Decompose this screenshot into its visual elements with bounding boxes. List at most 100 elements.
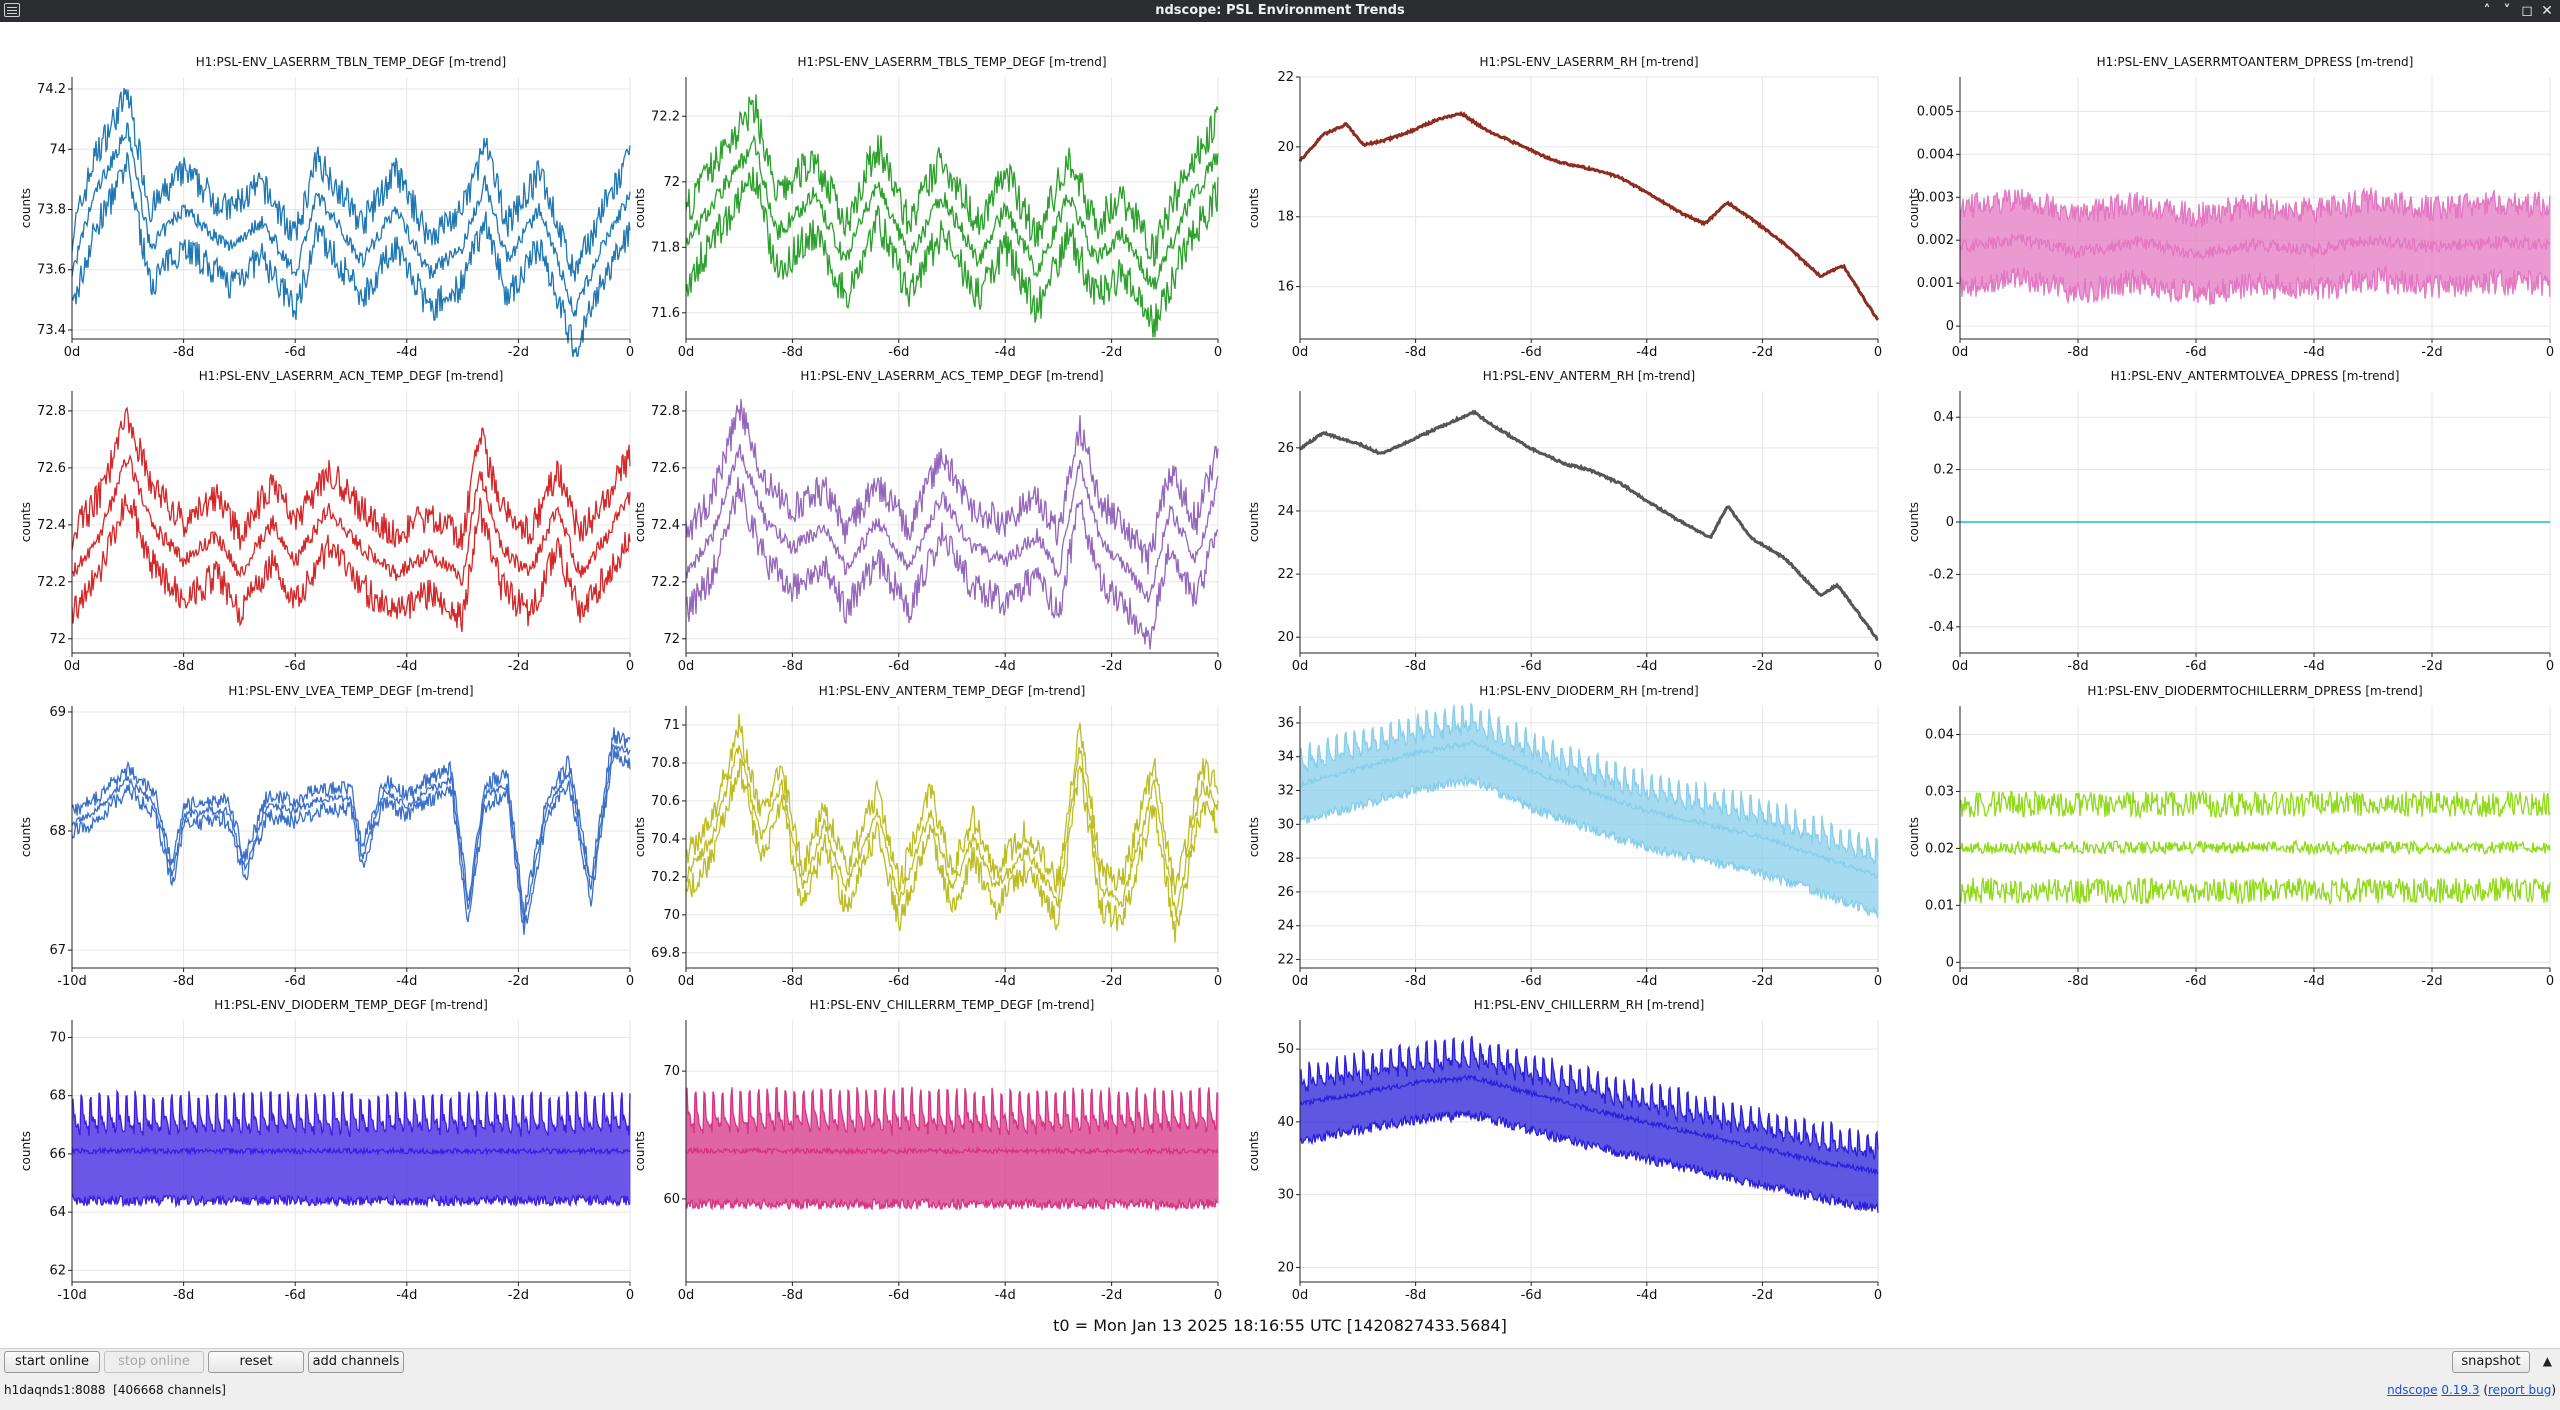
y-tick-label: 0 bbox=[1946, 955, 1954, 970]
shade-icon[interactable]: ˄ bbox=[2483, 3, 2491, 19]
x-tick-label: 0 bbox=[1214, 1288, 1222, 1300]
trace-min bbox=[685, 757, 1219, 943]
y-tick-label: 72.8 bbox=[651, 404, 680, 419]
y-tick-label: 20 bbox=[1277, 140, 1294, 155]
y-axis-label: counts bbox=[19, 502, 33, 542]
y-tick-label: 0.01 bbox=[1925, 898, 1954, 913]
y-tick-label: 70 bbox=[663, 908, 680, 923]
x-tick-label: -8d bbox=[782, 974, 803, 986]
status-text: h1daqnds1:8088 [406668 channels] bbox=[4, 1383, 226, 1397]
x-tick-label: 0 bbox=[626, 974, 634, 986]
y-tick-label: 72.6 bbox=[651, 461, 680, 476]
x-tick-label: 0 bbox=[626, 1288, 634, 1300]
y-tick-label: 0.02 bbox=[1925, 841, 1954, 856]
y-axis-label: counts bbox=[633, 1131, 647, 1171]
server-address: h1daqnds1:8088 bbox=[4, 1383, 106, 1397]
trace-mean bbox=[685, 1145, 1219, 1156]
plot-panel[interactable]: H1:PSL-ENV_LASERRM_ACN_TEMP_DEGF [m-tren… bbox=[0, 361, 640, 671]
snapshot-button[interactable]: snapshot bbox=[2452, 1351, 2530, 1373]
plot-panel[interactable]: H1:PSL-ENV_CHILLERRM_TEMP_DEGF [m-trend]… bbox=[614, 990, 1228, 1300]
trace-min bbox=[685, 476, 1219, 650]
y-axis-label: counts bbox=[1247, 1131, 1261, 1171]
t0-label: t0 = Mon Jan 13 2025 18:16:55 UTC [14208… bbox=[1053, 1316, 1507, 1335]
x-tick-label: -2d bbox=[2421, 974, 2442, 986]
start-online-button[interactable]: start online bbox=[4, 1351, 100, 1373]
x-tick-label: -2d bbox=[1752, 345, 1773, 357]
y-tick-label: 74 bbox=[49, 142, 66, 157]
reset-button[interactable]: reset bbox=[208, 1351, 304, 1373]
minimize-icon[interactable]: ˅ bbox=[2503, 3, 2511, 19]
app-menu-icon[interactable] bbox=[4, 3, 20, 17]
x-tick-label: -2d bbox=[1752, 974, 1773, 986]
trace-mean bbox=[71, 453, 631, 586]
y-axis-label: counts bbox=[633, 502, 647, 542]
plot-panel[interactable]: H1:PSL-ENV_LASERRM_RH [m-trend] counts 16 1… bbox=[1228, 47, 1888, 357]
data-trace bbox=[1959, 789, 2551, 906]
plot-panel[interactable]: H1:PSL-ENV_ANTERM_RH [m-trend] counts 20 22… bbox=[1228, 361, 1888, 671]
data-trace bbox=[1298, 110, 1880, 321]
x-tick-label: 0 bbox=[1214, 345, 1222, 357]
data-trace bbox=[71, 1089, 631, 1209]
window-title: ndscope: PSL Environment Trends bbox=[1155, 3, 1405, 18]
trace-mean bbox=[685, 134, 1219, 290]
x-tick-label: -8d bbox=[1405, 974, 1426, 986]
y-tick-label: 0 bbox=[1946, 515, 1954, 530]
plot-panel[interactable]: H1:PSL-ENV_DIODERMTOCHILLERRM_DPRESS [m-… bbox=[1888, 676, 2560, 986]
trace-max bbox=[685, 94, 1219, 267]
version-link[interactable]: 0.19.3 bbox=[2441, 1383, 2480, 1397]
y-tick-label: 66 bbox=[49, 1147, 66, 1162]
plot-panel[interactable]: H1:PSL-ENV_ANTERM_TEMP_DEGF [m-trend] cou… bbox=[614, 676, 1228, 986]
close-icon[interactable]: ✕ bbox=[2541, 3, 2553, 19]
plot-grid[interactable]: H1:PSL-ENV_LASERRM_TBLN_TEMP_DEGF [m-tre… bbox=[0, 22, 2560, 1352]
x-tick-label: 0 bbox=[2546, 345, 2554, 357]
grid bbox=[1959, 391, 2551, 653]
x-tick-label: -4d bbox=[396, 345, 417, 357]
x-tick-label: -6d bbox=[2185, 659, 2206, 671]
trace-min bbox=[685, 166, 1219, 338]
x-tick-label: -6d bbox=[285, 345, 306, 357]
data-trace bbox=[71, 406, 631, 632]
trace-mean bbox=[685, 745, 1219, 918]
trace-mean bbox=[1959, 838, 2551, 856]
plot-panel[interactable]: H1:PSL-ENV_LVEA_TEMP_DEGF [m-trend] count… bbox=[0, 676, 640, 986]
collapse-panel-icon[interactable]: ▲ bbox=[2542, 1354, 2552, 1368]
x-tick-label: 0 bbox=[1874, 659, 1882, 671]
x-tick-label: -4d bbox=[995, 1288, 1016, 1300]
stop-online-button[interactable]: stop online bbox=[104, 1351, 204, 1373]
ndscope-link[interactable]: ndscope bbox=[2387, 1383, 2438, 1397]
x-tick-label: 0d bbox=[64, 345, 81, 357]
x-tick-label: -2d bbox=[1752, 659, 1773, 671]
trace-mean bbox=[71, 1145, 631, 1156]
plot-panel[interactable]: H1:PSL-ENV_CHILLERRM_RH [m-trend] counts 2… bbox=[1228, 990, 1888, 1300]
grid bbox=[685, 706, 1219, 968]
plot-panel[interactable]: H1:PSL-ENV_LASERRM_TBLN_TEMP_DEGF [m-tre… bbox=[0, 47, 640, 357]
y-tick-label: 73.6 bbox=[37, 263, 66, 278]
plot-title: H1:PSL-ENV_LASERRM_RH [m-trend] bbox=[1479, 55, 1698, 69]
x-tick-label: -10d bbox=[57, 1288, 87, 1300]
plot-title: H1:PSL-ENV_DIODERM_RH [m-trend] bbox=[1479, 684, 1698, 698]
add-channels-button[interactable]: add channels bbox=[308, 1351, 404, 1373]
maximize-icon[interactable]: ◻ bbox=[2521, 3, 2533, 19]
y-tick-label: 73.4 bbox=[37, 323, 66, 338]
y-tick-label: 26 bbox=[1277, 885, 1294, 900]
y-tick-label: 32 bbox=[1277, 784, 1294, 799]
trace-min bbox=[71, 152, 631, 357]
plot-panel[interactable]: H1:PSL-ENV_LASERRM_ACS_TEMP_DEGF [m-tren… bbox=[614, 361, 1228, 671]
y-tick-label: 18 bbox=[1277, 210, 1294, 225]
trace-min bbox=[685, 1196, 1219, 1212]
plot-panel[interactable]: H1:PSL-ENV_DIODERM_RH [m-trend] counts 22 2… bbox=[1228, 676, 1888, 986]
report-bug-link[interactable]: report bug bbox=[2488, 1383, 2552, 1397]
x-tick-label: -6d bbox=[888, 345, 909, 357]
y-axis-label: counts bbox=[633, 188, 647, 228]
plot-panel[interactable]: H1:PSL-ENV_LASERRM_TBLS_TEMP_DEGF [m-tre… bbox=[614, 47, 1228, 357]
y-tick-label: 22 bbox=[1277, 953, 1294, 968]
plot-panel[interactable]: H1:PSL-ENV_ANTERMTOLVEA_DPRESS [m-trend]… bbox=[1888, 361, 2560, 671]
plot-panel[interactable]: H1:PSL-ENV_LASERRMTOANTERM_DPRESS [m-tre… bbox=[1888, 47, 2560, 357]
y-axis-label: counts bbox=[633, 817, 647, 857]
x-tick-label: -4d bbox=[1636, 1288, 1657, 1300]
x-tick-label: 0 bbox=[626, 345, 634, 357]
y-tick-label: 74.2 bbox=[37, 82, 66, 97]
grid bbox=[71, 706, 631, 968]
y-tick-label: 72 bbox=[49, 632, 66, 647]
plot-panel[interactable]: H1:PSL-ENV_DIODERM_TEMP_DEGF [m-trend] co… bbox=[0, 990, 640, 1300]
